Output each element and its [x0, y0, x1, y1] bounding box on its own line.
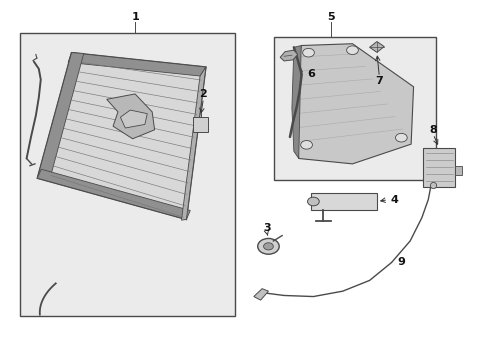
Polygon shape — [254, 289, 269, 300]
Polygon shape — [37, 169, 190, 220]
Polygon shape — [37, 53, 206, 220]
Text: 7: 7 — [375, 76, 383, 86]
Circle shape — [264, 243, 273, 250]
Polygon shape — [37, 53, 84, 180]
Text: 1: 1 — [131, 12, 139, 22]
Circle shape — [258, 238, 279, 254]
Bar — [274, 37, 436, 180]
Text: 6: 6 — [307, 69, 315, 79]
Circle shape — [301, 140, 313, 149]
Circle shape — [395, 134, 407, 142]
Circle shape — [346, 46, 358, 54]
Polygon shape — [292, 45, 301, 158]
Circle shape — [308, 197, 319, 206]
Text: 2: 2 — [199, 89, 207, 99]
Bar — [423, 148, 455, 187]
Polygon shape — [107, 94, 155, 139]
Polygon shape — [294, 44, 414, 164]
Bar — [311, 193, 377, 211]
Bar — [193, 117, 208, 132]
Text: 4: 4 — [390, 195, 398, 205]
Polygon shape — [280, 50, 298, 61]
Text: 8: 8 — [429, 125, 437, 135]
Polygon shape — [369, 41, 384, 52]
Bar — [20, 33, 235, 316]
Circle shape — [303, 48, 315, 57]
Polygon shape — [181, 67, 206, 220]
Text: 9: 9 — [397, 257, 405, 267]
Polygon shape — [121, 110, 147, 128]
Text: 3: 3 — [263, 224, 271, 233]
Bar — [455, 166, 463, 175]
Polygon shape — [68, 53, 206, 76]
Text: 5: 5 — [327, 12, 334, 22]
